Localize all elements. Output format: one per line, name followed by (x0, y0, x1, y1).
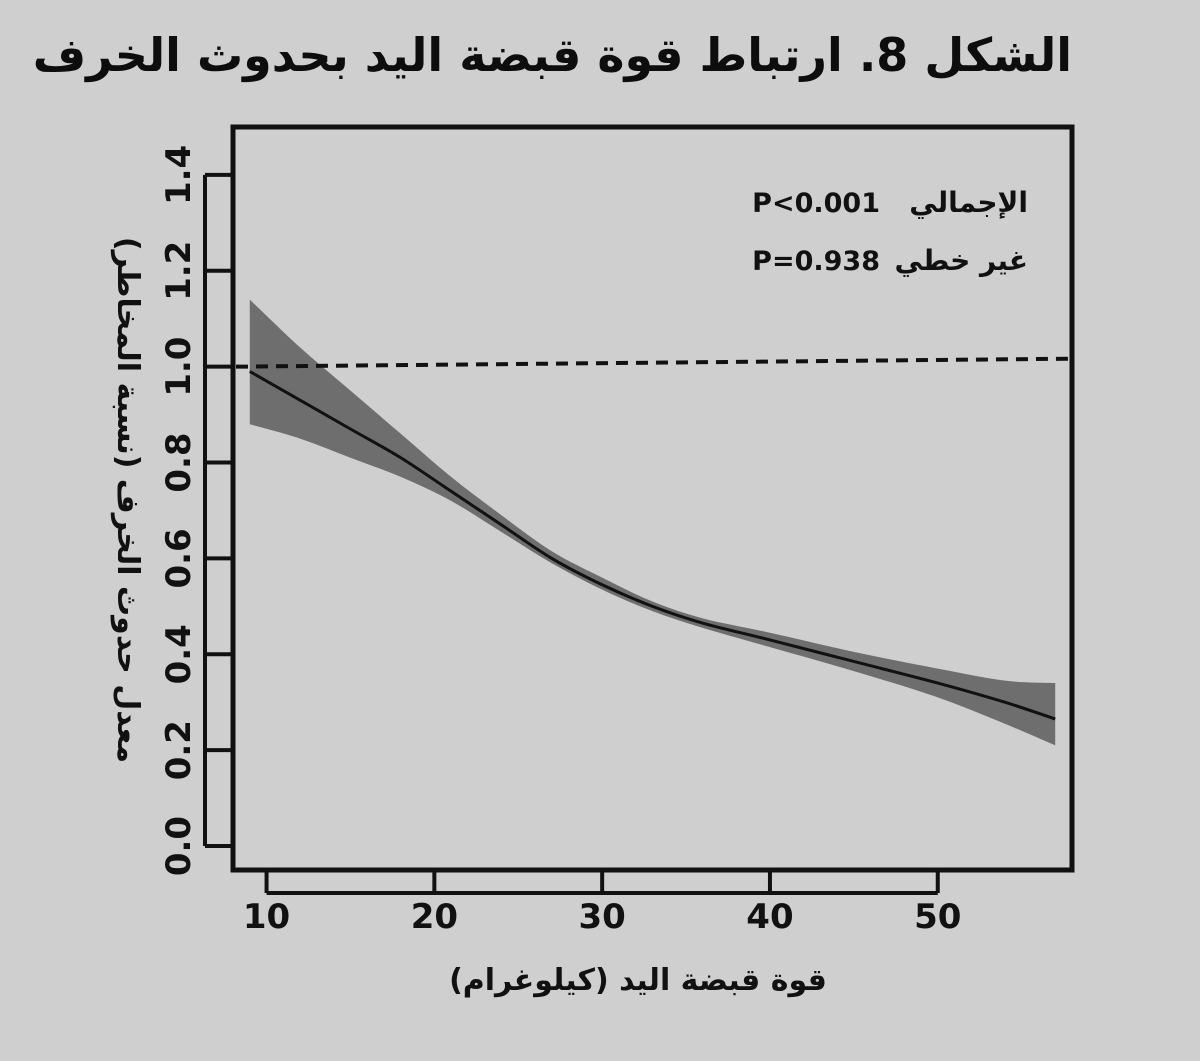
x-tick-label: 10 (243, 897, 290, 937)
plot-frame (230, 124, 1075, 873)
hazard-ratio-line (249, 370, 1056, 721)
y-axis-label: معدل حدوث الخرف (نسبة المخاطر) (110, 237, 145, 763)
y-tick-label: 0.6 (159, 528, 199, 588)
x-axis: 10 20 30 40 50 (243, 870, 961, 937)
annotation-value: P<0.001 (752, 188, 880, 219)
reference-line (235, 356, 1073, 369)
confidence-band (249, 299, 1056, 746)
y-tick-label: 0.4 (159, 624, 199, 684)
y-tick-label: 0.0 (159, 816, 199, 876)
y-tick-label: 0.2 (159, 720, 199, 780)
y-tick-label: 0.8 (159, 432, 199, 492)
reference-line-layer (235, 356, 1073, 369)
y-tick-label: 1.4 (159, 145, 199, 205)
x-axis-label: قوة قبضة اليد (كيلوغرام) (449, 963, 827, 998)
y-tick-label: 1.2 (159, 241, 199, 301)
x-tick-label: 30 (578, 897, 625, 937)
x-tick-label: 20 (411, 897, 458, 937)
annotations: الإجمالي P<0.001 غير خطي P=0.938 (752, 186, 1028, 277)
annotation-value: P=0.938 (752, 246, 880, 277)
y-tick-label: 1.0 (159, 337, 199, 397)
confidence-band-layer (249, 299, 1056, 746)
annotation-label: الإجمالي (909, 186, 1028, 219)
y-axis: 0.0 0.2 0.4 0.6 0.8 1.0 1.2 1.4 (159, 145, 233, 876)
annotation-label: غير خطي (894, 244, 1028, 277)
figure-title: الشكل 8. ارتباط قوة قبضة اليد بحدوث الخر… (32, 28, 1072, 82)
line-layer (249, 370, 1056, 721)
x-tick-label: 40 (746, 897, 793, 937)
x-tick-label: 50 (914, 897, 961, 937)
